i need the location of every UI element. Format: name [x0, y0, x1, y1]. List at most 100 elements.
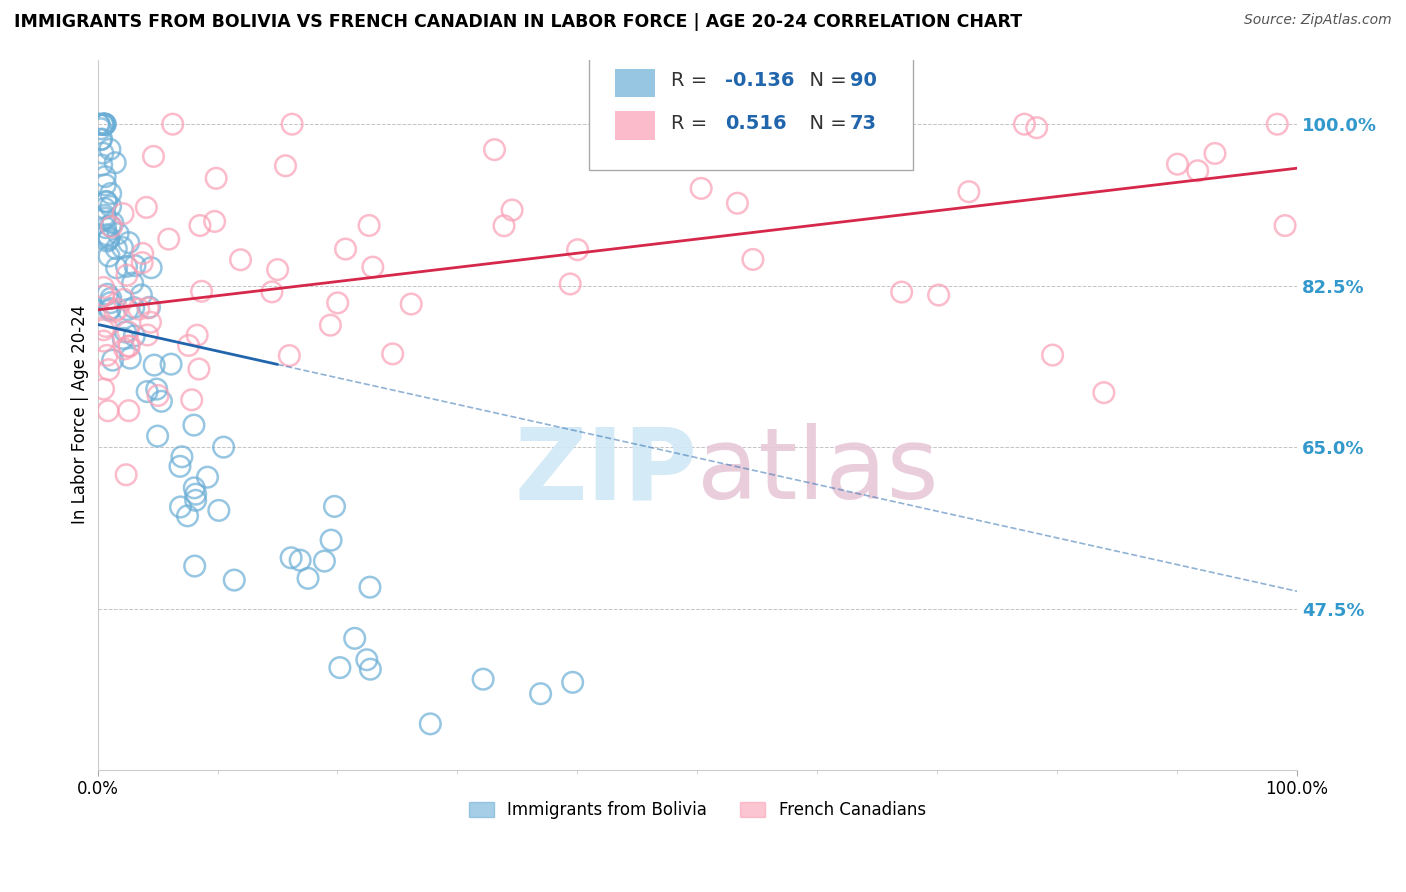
Text: ZIP: ZIP	[515, 423, 697, 520]
Point	[1265, 117, 1288, 131]
Point	[93, 117, 115, 131]
Point	[359, 580, 381, 594]
Point	[266, 262, 288, 277]
Point	[472, 672, 495, 686]
Text: 90: 90	[849, 71, 876, 90]
Point	[93, 117, 115, 131]
Point	[90, 132, 112, 146]
Point	[104, 304, 127, 318]
Point	[93, 334, 115, 348]
Point	[96, 348, 118, 362]
Point	[93, 323, 115, 337]
Point	[204, 214, 226, 228]
Text: atlas: atlas	[697, 423, 939, 520]
Point	[94, 169, 117, 184]
Point	[98, 249, 121, 263]
Point	[117, 325, 139, 339]
Point	[561, 675, 583, 690]
Point	[1025, 120, 1047, 135]
Point	[725, 196, 748, 211]
Point	[136, 384, 159, 399]
Point	[314, 554, 336, 568]
Point	[90, 132, 112, 146]
Point	[359, 219, 381, 233]
Point	[120, 351, 142, 366]
Text: R =: R =	[671, 114, 713, 133]
Point	[93, 289, 115, 303]
Point	[146, 429, 169, 443]
Point	[957, 185, 980, 199]
Point	[105, 302, 128, 317]
Point	[121, 276, 143, 290]
FancyBboxPatch shape	[589, 45, 914, 169]
Point	[145, 382, 167, 396]
Point	[1204, 146, 1226, 161]
Point	[177, 338, 200, 352]
Point	[1092, 385, 1115, 400]
Point	[135, 201, 157, 215]
Point	[180, 392, 202, 407]
Point	[150, 394, 173, 409]
Point	[96, 194, 118, 209]
Point	[742, 252, 765, 267]
Point	[288, 553, 311, 567]
Point	[112, 206, 135, 220]
Point	[122, 301, 145, 315]
Point	[323, 500, 346, 514]
Point	[343, 632, 366, 646]
Point	[118, 403, 141, 417]
Point	[114, 342, 136, 356]
Point	[94, 211, 117, 226]
Point	[381, 347, 404, 361]
Point	[1042, 348, 1064, 362]
Point	[560, 277, 582, 291]
Point	[1274, 219, 1296, 233]
Point	[124, 329, 146, 343]
Point	[399, 297, 422, 311]
Point	[101, 353, 124, 368]
Point	[224, 573, 246, 587]
Point	[118, 235, 141, 250]
Point	[359, 662, 381, 676]
Point	[115, 260, 138, 274]
Point	[138, 301, 160, 315]
Point	[111, 240, 134, 254]
Point	[87, 117, 110, 131]
Point	[529, 687, 551, 701]
Point	[890, 285, 912, 299]
Text: IMMIGRANTS FROM BOLIVIA VS FRENCH CANADIAN IN LABOR FORCE | AGE 20-24 CORRELATIO: IMMIGRANTS FROM BOLIVIA VS FRENCH CANADI…	[14, 13, 1022, 31]
Point	[188, 219, 211, 233]
Point	[142, 149, 165, 163]
Point	[1014, 117, 1036, 131]
Point	[100, 219, 122, 234]
Point	[96, 227, 118, 242]
Point	[107, 227, 129, 241]
Point	[183, 481, 205, 495]
Point	[124, 259, 146, 273]
Point	[100, 291, 122, 305]
Point	[94, 178, 117, 192]
Point	[274, 159, 297, 173]
Text: 0.516: 0.516	[725, 114, 786, 133]
Point	[139, 315, 162, 329]
FancyBboxPatch shape	[614, 69, 655, 97]
Point	[184, 493, 207, 508]
Point	[93, 117, 115, 131]
Point	[1187, 163, 1209, 178]
Point	[93, 280, 115, 294]
Legend: Immigrants from Bolivia, French Canadians: Immigrants from Bolivia, French Canadian…	[463, 794, 932, 826]
Point	[89, 117, 111, 131]
Point	[208, 503, 231, 517]
Point	[96, 234, 118, 248]
Point	[190, 285, 212, 299]
Point	[157, 232, 180, 246]
Point	[112, 293, 135, 307]
Point	[160, 357, 183, 371]
FancyBboxPatch shape	[614, 112, 655, 140]
Point	[96, 287, 118, 301]
Point	[419, 717, 441, 731]
Point	[105, 260, 128, 275]
Point	[93, 382, 115, 396]
Point	[90, 158, 112, 172]
Point	[690, 181, 713, 195]
